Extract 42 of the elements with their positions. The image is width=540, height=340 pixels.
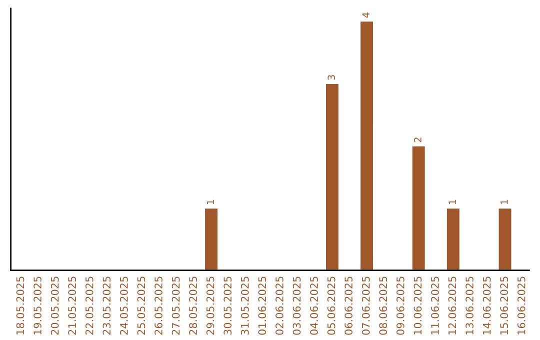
x-tick-label: 18.05.2025 <box>16 276 24 334</box>
x-tick-label: 03.06.2025 <box>292 276 301 335</box>
x-tick-label: 28.05.2025 <box>189 276 197 335</box>
bar <box>204 207 219 270</box>
x-tick-label: 29.05.2025 <box>206 276 214 335</box>
x-tick-label: 09.06.2025 <box>396 276 404 335</box>
x-tick-label: 05.06.2025 <box>327 276 336 335</box>
x-tick-label: 21.05.2025 <box>68 276 76 335</box>
bar <box>497 207 513 270</box>
bar <box>359 20 374 270</box>
x-tick-label: 02.06.2025 <box>276 276 284 335</box>
data-label: 2 <box>414 138 422 142</box>
x-tick-label: 13.06.2025 <box>466 276 474 334</box>
x-tick-label: 12.06.2025 <box>448 276 456 334</box>
x-tick-label: 24.05.2025 <box>120 276 128 335</box>
bar <box>324 82 340 270</box>
x-tick-label: 15.06.2025 <box>500 276 508 334</box>
x-tick-label: 19.05.2025 <box>34 276 42 334</box>
x-tick-label: 10.06.2025 <box>414 276 422 334</box>
bar <box>446 207 461 270</box>
x-tick-label: 20.05.2025 <box>50 276 59 335</box>
x-tick-label: 07.06.2025 <box>362 276 370 335</box>
x-tick-label: 04.06.2025 <box>310 276 318 335</box>
x-tick-label: 27.05.2025 <box>172 276 180 335</box>
x-tick-label: 31.05.2025 <box>240 276 249 335</box>
x-tick-label: 25.05.2025 <box>137 276 146 335</box>
data-label: 1 <box>448 200 456 204</box>
x-tick-label: 30.05.2025 <box>224 276 232 335</box>
x-tick-label: 22.05.2025 <box>85 276 94 335</box>
data-label: 3 <box>328 75 336 80</box>
x-tick-label: 14.06.2025 <box>482 276 491 334</box>
x-tick-label: 26.05.2025 <box>154 276 162 335</box>
data-label: 4 <box>362 12 370 18</box>
x-tick-label: 11.06.2025 <box>431 276 439 334</box>
bar <box>411 144 426 270</box>
x-tick-label: 08.06.2025 <box>379 276 388 335</box>
x-tick-label: 16.06.2025 <box>517 276 526 334</box>
x-tick-label: 01.06.2025 <box>258 276 266 335</box>
data-label: 1 <box>206 200 214 204</box>
x-tick-label: 06.06.2025 <box>344 276 353 335</box>
data-label: 1 <box>500 200 508 204</box>
x-tick-label: 23.05.2025 <box>102 276 111 335</box>
